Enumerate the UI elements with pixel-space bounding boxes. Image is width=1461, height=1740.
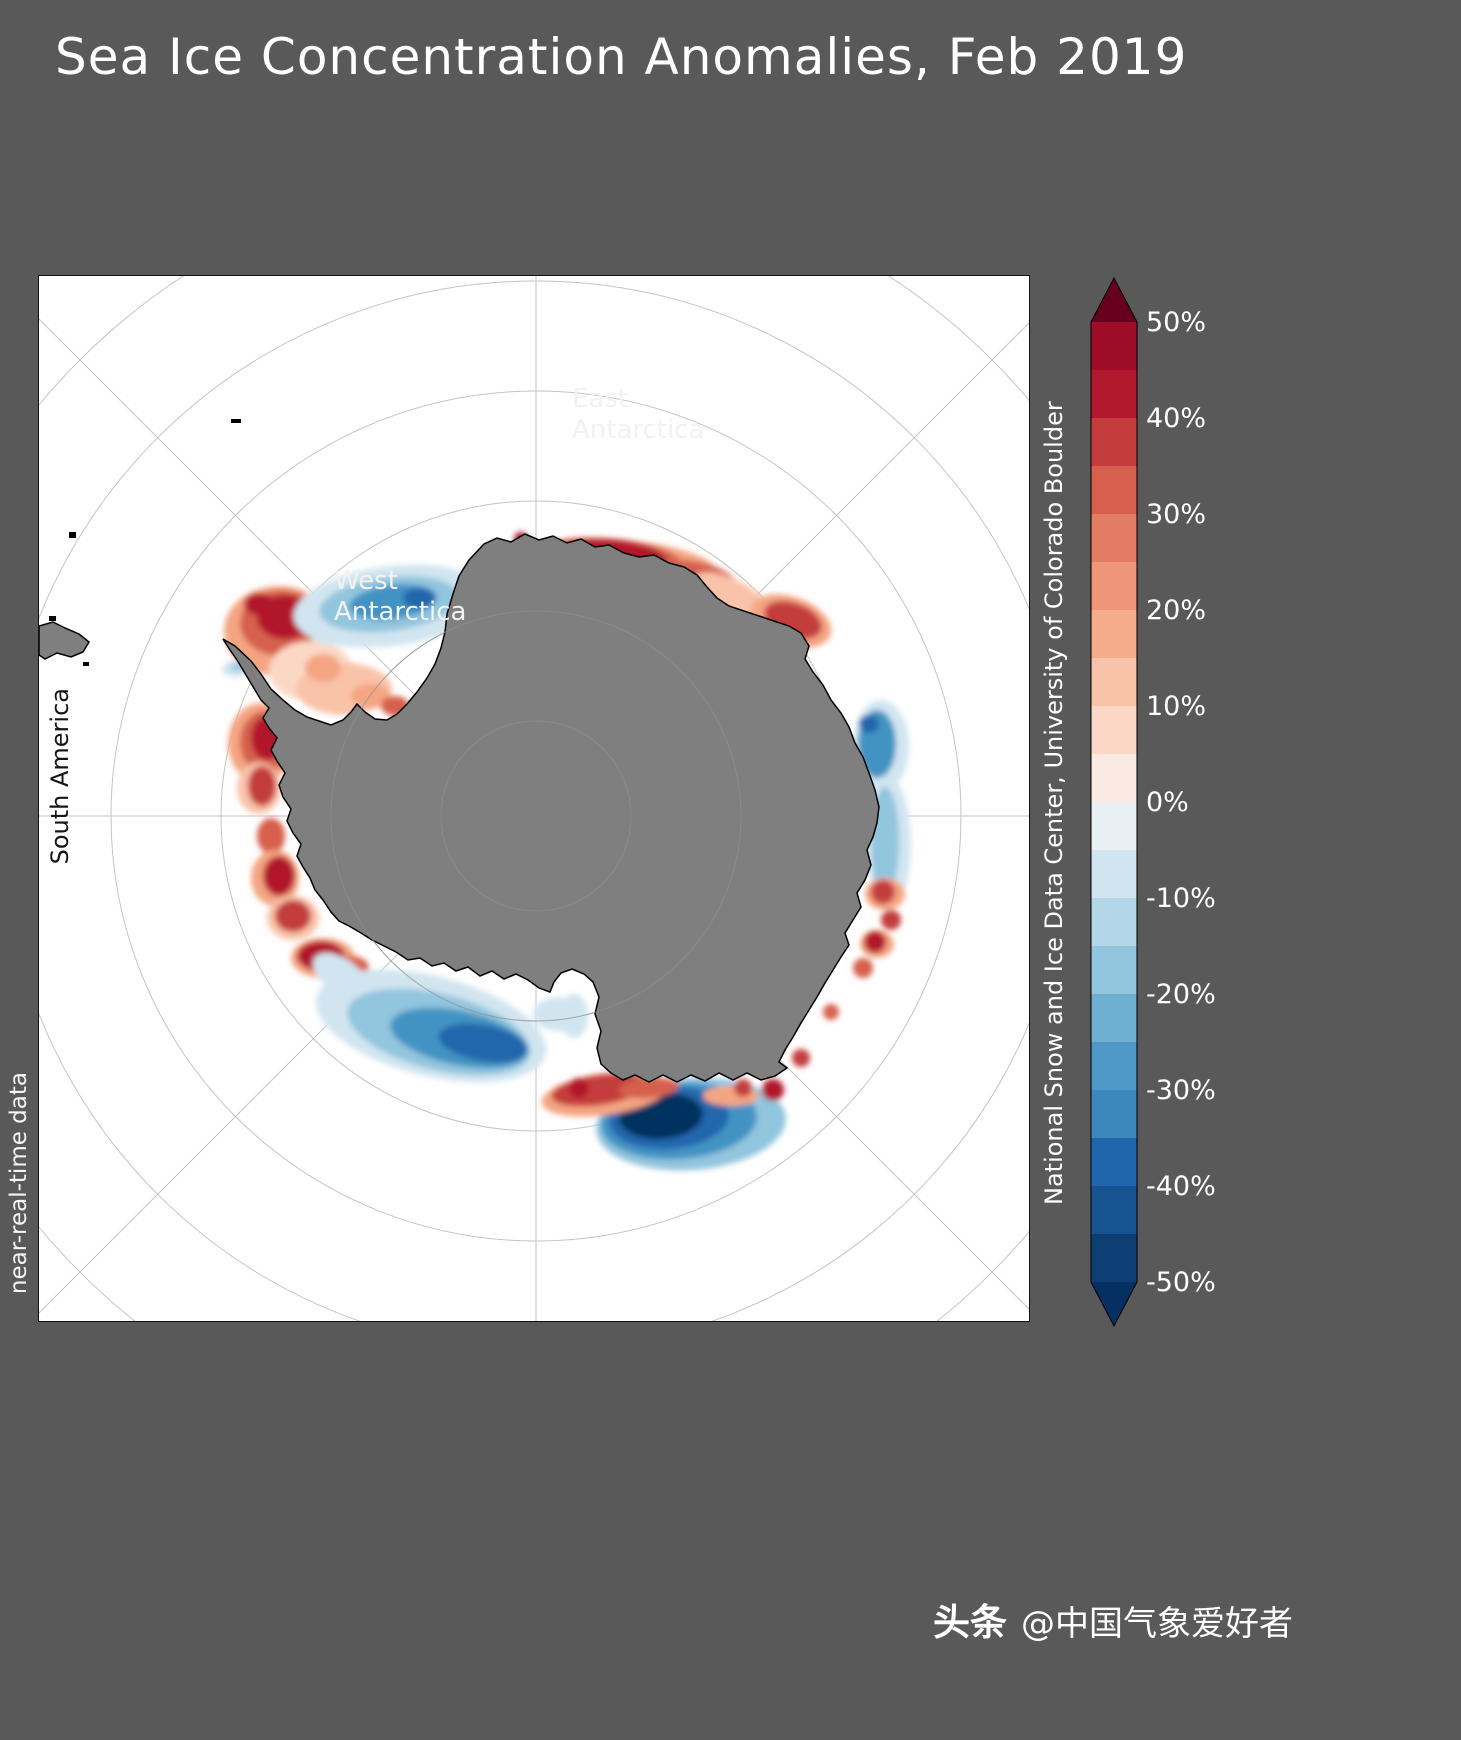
antarctica-landmass — [222, 533, 880, 1083]
watermark-handle: @中国气象爱好者 — [1021, 1604, 1293, 1644]
colorbar-tick: 50% — [1146, 307, 1207, 338]
colorbar-tick: 40% — [1146, 403, 1207, 434]
colorbar-segments — [1091, 322, 1137, 1282]
colorbar-tick: 20% — [1146, 595, 1207, 626]
graticule-inner — [330, 610, 742, 1022]
colorbar — [1090, 277, 1138, 1327]
watermark-brand: 头条 — [933, 1601, 1007, 1644]
colorbar-tick: 10% — [1146, 691, 1207, 722]
colorbar-outline — [1090, 277, 1138, 1327]
colorbar-arrow-bottom — [1091, 1282, 1137, 1326]
map-canvas — [39, 276, 1029, 1321]
page-title: Sea Ice Concentration Anomalies, Feb 201… — [55, 28, 1188, 86]
watermark: 头条 @中国气象爱好者 — [933, 1592, 1293, 1646]
label-east-antarctica: East Antarctica — [572, 384, 705, 445]
antarctica-map — [38, 275, 1030, 1322]
colorbar-tick: -40% — [1146, 1171, 1216, 1202]
colorbar-tick: -10% — [1146, 883, 1216, 914]
colorbar-tick: 30% — [1146, 499, 1207, 530]
colorbar-title: National Snow and Ice Data Center, Unive… — [1040, 401, 1068, 1205]
colorbar-tick: 0% — [1146, 787, 1189, 818]
label-south-america: South America — [46, 688, 74, 865]
label-near-real-time: near-real-time data — [6, 1072, 32, 1295]
colorbar-tick: -50% — [1146, 1267, 1216, 1298]
colorbar-arrow-top — [1091, 278, 1137, 322]
label-west-antarctica: West Antarctica — [334, 566, 467, 627]
colorbar-tick: -30% — [1146, 1075, 1216, 1106]
colorbar-tick: -20% — [1146, 979, 1216, 1010]
islands — [39, 419, 241, 666]
